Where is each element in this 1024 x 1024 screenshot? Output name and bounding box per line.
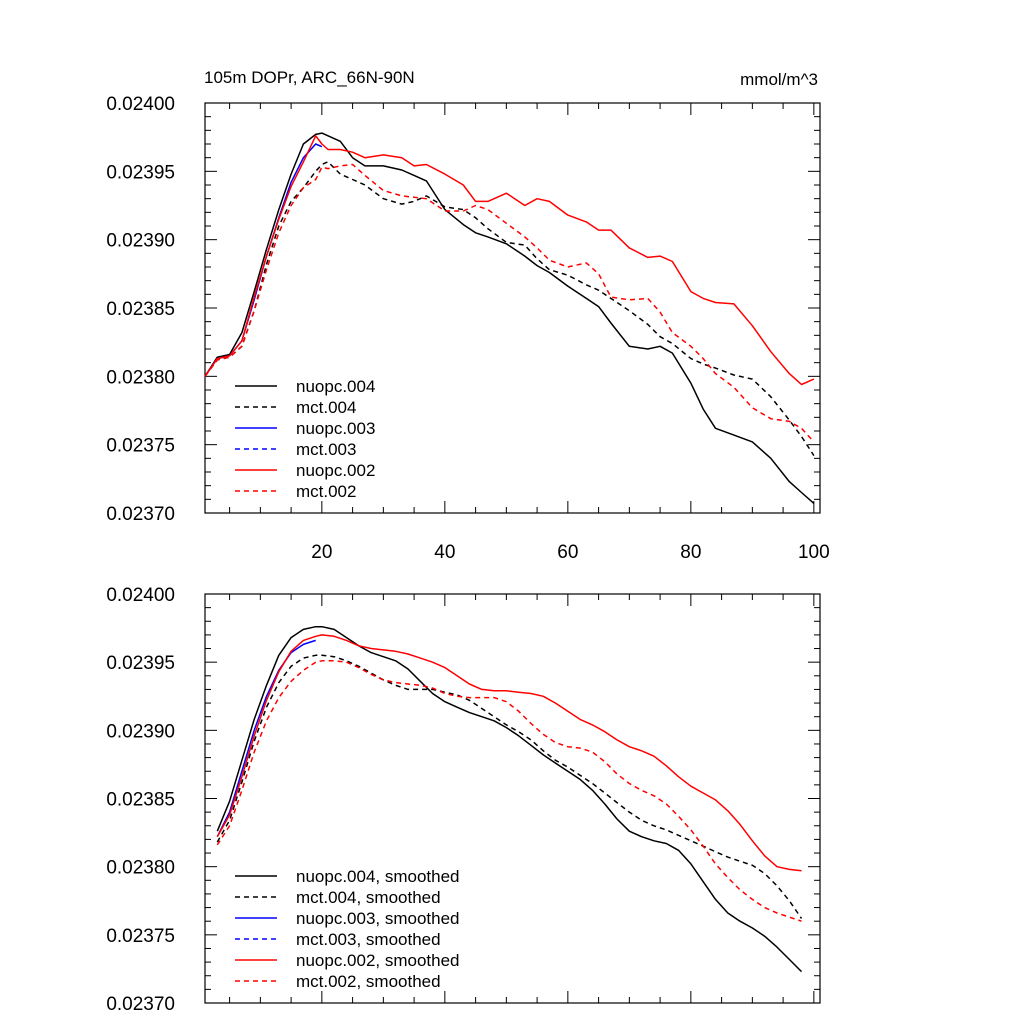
panel1-series-line-2 bbox=[216, 639, 316, 838]
panel1-legend-label-3: mct.003, smoothed bbox=[296, 930, 441, 949]
panel0-ytick-label: 0.02400 bbox=[106, 94, 175, 115]
panel0-xtick-label: 20 bbox=[311, 542, 332, 563]
panel0-ytick-label: 0.02385 bbox=[106, 299, 175, 320]
panel1-series-line-4 bbox=[216, 634, 802, 872]
chart-title: 105m DOPr, ARC_66N-90N bbox=[204, 68, 415, 87]
panel0-legend-label-0: nuopc.004 bbox=[296, 377, 375, 396]
panel0-ytick-label: 0.02380 bbox=[106, 367, 175, 388]
panel1-ytick-label: 0.02375 bbox=[106, 926, 175, 947]
panel1-legend-label-1: mct.004, smoothed bbox=[296, 888, 441, 907]
panel1-legend-label-4: nuopc.002, smoothed bbox=[296, 951, 460, 970]
panel1-series-line-0 bbox=[216, 625, 803, 973]
panel0-legend-label-5: mct.002 bbox=[296, 482, 356, 501]
panel0-series-line-5 bbox=[204, 163, 815, 443]
panel0-legend-label-4: nuopc.002 bbox=[296, 461, 375, 480]
panel0-legend-label-1: mct.004 bbox=[296, 398, 356, 417]
panel1-ytick-label: 0.02400 bbox=[106, 585, 175, 606]
panel0-legend-label-3: mct.003 bbox=[296, 440, 356, 459]
panel1-ytick-label: 0.02390 bbox=[106, 721, 175, 742]
panel0-series-line-0 bbox=[204, 132, 815, 504]
panel1-ytick-label: 0.02370 bbox=[106, 994, 175, 1015]
panel1-ytick-label: 0.02380 bbox=[106, 858, 175, 879]
top-panel: 20 40 60 80 100 0.02370 0.02375 0.02380 0.02385 0… bbox=[106, 94, 829, 563]
panel0-series-line-1 bbox=[204, 161, 815, 457]
panel0-ytick-label: 0.02375 bbox=[106, 436, 175, 457]
panel0-ytick-label: 0.02390 bbox=[106, 231, 175, 252]
panel1-legend-label-0: nuopc.004, smoothed bbox=[296, 867, 460, 886]
units-label: mmol/m^3 bbox=[740, 70, 818, 89]
panel0-legend-label-2: nuopc.003 bbox=[296, 419, 375, 438]
panel1-ytick-label: 0.02385 bbox=[106, 790, 175, 811]
panel0-series-line-4 bbox=[204, 135, 815, 386]
panel0-xtick-label: 60 bbox=[557, 542, 578, 563]
panel0-ytick-label: 0.02395 bbox=[106, 162, 175, 183]
panel1-ytick-label: 0.02395 bbox=[106, 653, 175, 674]
panel1-legend-label-2: nuopc.003, smoothed bbox=[296, 909, 460, 928]
bottom-panel: 0.02370 0.02375 0.02380 0.02385 0.02390 0.023… bbox=[106, 585, 821, 1015]
panel1-series-line-5 bbox=[216, 660, 802, 922]
panel0-ytick-label: 0.02370 bbox=[106, 504, 175, 525]
panel0-xtick-label: 80 bbox=[680, 542, 701, 563]
panel1-legend-label-5: mct.002, smoothed bbox=[296, 972, 441, 991]
panel0-xtick-label: 100 bbox=[798, 542, 830, 563]
panel0-xtick-label: 40 bbox=[434, 542, 455, 563]
